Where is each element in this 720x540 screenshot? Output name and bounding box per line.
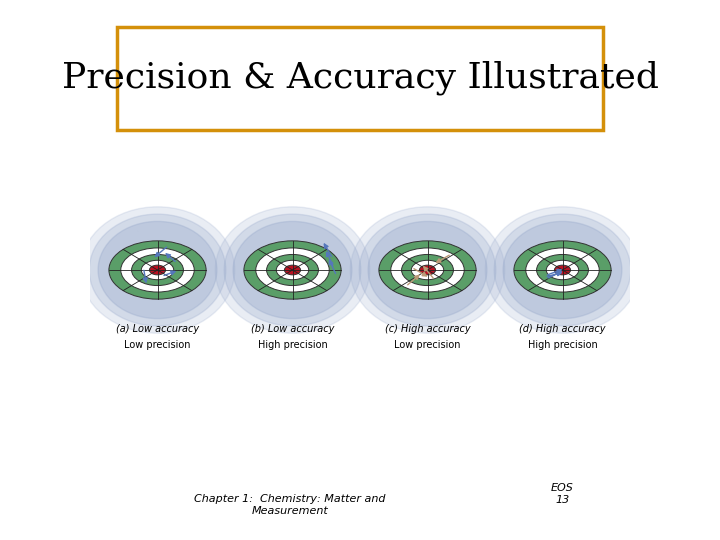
- Ellipse shape: [503, 221, 622, 319]
- Ellipse shape: [514, 241, 611, 299]
- Ellipse shape: [80, 207, 235, 333]
- Ellipse shape: [391, 248, 464, 292]
- Ellipse shape: [359, 214, 496, 326]
- Ellipse shape: [150, 265, 166, 275]
- Ellipse shape: [233, 221, 352, 319]
- Ellipse shape: [284, 265, 301, 275]
- Ellipse shape: [350, 207, 505, 333]
- Ellipse shape: [536, 254, 588, 286]
- Text: (a) Low accuracy: (a) Low accuracy: [116, 324, 199, 334]
- Text: EOS
13: EOS 13: [551, 483, 574, 505]
- Text: Low precision: Low precision: [395, 340, 461, 350]
- Ellipse shape: [141, 260, 174, 280]
- Ellipse shape: [266, 254, 318, 286]
- Ellipse shape: [224, 214, 361, 326]
- Ellipse shape: [132, 254, 184, 286]
- Ellipse shape: [256, 248, 329, 292]
- Text: High precision: High precision: [528, 340, 598, 350]
- Ellipse shape: [526, 248, 599, 292]
- Ellipse shape: [402, 254, 454, 286]
- Text: Precision & Accuracy Illustrated: Precision & Accuracy Illustrated: [62, 60, 658, 95]
- FancyBboxPatch shape: [117, 27, 603, 130]
- Ellipse shape: [368, 221, 487, 319]
- Ellipse shape: [419, 265, 436, 275]
- Ellipse shape: [89, 214, 226, 326]
- Text: Low precision: Low precision: [125, 340, 191, 350]
- Ellipse shape: [546, 260, 579, 280]
- Ellipse shape: [215, 207, 370, 333]
- Ellipse shape: [485, 207, 640, 333]
- Ellipse shape: [121, 248, 194, 292]
- Text: (d) High accuracy: (d) High accuracy: [519, 324, 606, 334]
- Ellipse shape: [276, 260, 309, 280]
- Ellipse shape: [244, 241, 341, 299]
- Text: (c) High accuracy: (c) High accuracy: [384, 324, 470, 334]
- Ellipse shape: [98, 221, 217, 319]
- Ellipse shape: [494, 214, 631, 326]
- Text: High precision: High precision: [258, 340, 328, 350]
- Ellipse shape: [109, 241, 206, 299]
- Ellipse shape: [411, 260, 444, 280]
- Ellipse shape: [554, 265, 571, 275]
- Text: Chapter 1:  Chemistry: Matter and
Measurement: Chapter 1: Chemistry: Matter and Measure…: [194, 494, 385, 516]
- Ellipse shape: [379, 241, 476, 299]
- Text: (b) Low accuracy: (b) Low accuracy: [251, 324, 334, 334]
